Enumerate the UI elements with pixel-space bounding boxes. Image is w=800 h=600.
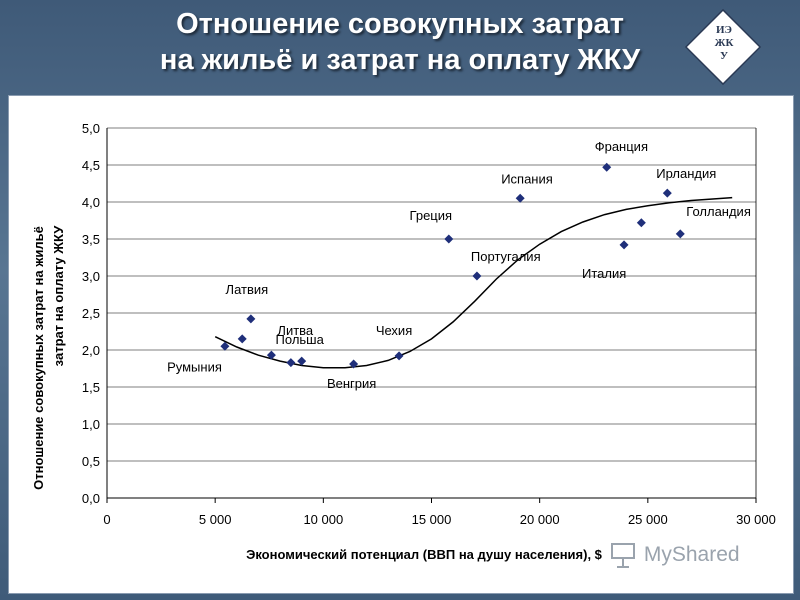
data-point bbox=[662, 188, 672, 198]
point-label: Испания bbox=[501, 171, 553, 186]
y-tick-label: 4,5 bbox=[82, 158, 100, 173]
data-point bbox=[675, 229, 685, 239]
data-point bbox=[636, 218, 646, 228]
data-point bbox=[266, 350, 276, 360]
x-tick-label: 15 000 bbox=[412, 512, 452, 527]
point-label: Италия bbox=[582, 266, 626, 281]
x-axis-title: Экономический потенциал (ВВП на душу нас… bbox=[246, 547, 603, 562]
data-point bbox=[515, 193, 525, 203]
y-tick-label: 5,0 bbox=[82, 121, 100, 136]
watermark-text: MyShared bbox=[643, 543, 740, 566]
point-label: Румыния bbox=[167, 359, 222, 374]
y-tick-label: 3,0 bbox=[82, 269, 100, 284]
data-point bbox=[444, 234, 454, 244]
logo-badge-line2: ЖК bbox=[714, 37, 734, 49]
logo-badge-line3: У bbox=[719, 50, 729, 62]
point-label: Венгрия bbox=[327, 376, 376, 391]
point-label: Ирландия bbox=[656, 166, 716, 181]
data-point bbox=[286, 358, 296, 368]
point-label: Португалия bbox=[471, 249, 541, 264]
point-label: Франция bbox=[595, 139, 648, 154]
x-tick-label: 30 000 bbox=[736, 512, 776, 527]
data-point bbox=[220, 341, 230, 351]
data-point bbox=[246, 314, 256, 324]
logo-badge: ИЭ ЖК У bbox=[684, 24, 764, 63]
y-tick-label: 1,0 bbox=[82, 417, 100, 432]
y-axis-title-line1: Отношение совокупных затрат на жильё bbox=[31, 226, 46, 490]
chart-panel: 0,0 0,5 1,0 1,5 2,0 2,5 3,0 3,5 4,0 4,5 5,0 0 5 000 1… bbox=[8, 95, 794, 594]
point-label: Латвия bbox=[226, 282, 269, 297]
y-tick-label: 0,0 bbox=[82, 491, 100, 506]
y-axis-title-line2: затрат на оплату ЖКУ bbox=[51, 225, 66, 367]
y-tick-label: 4,0 bbox=[82, 195, 100, 210]
data-point bbox=[619, 240, 629, 250]
x-tick-label: 10 000 bbox=[303, 512, 343, 527]
x-tick-label: 0 bbox=[103, 512, 110, 527]
presentation-board-icon bbox=[611, 543, 635, 568]
point-label: Польша bbox=[276, 332, 325, 347]
data-point bbox=[394, 351, 404, 361]
y-tick-label: 2,5 bbox=[82, 306, 100, 321]
x-tick-label: 5 000 bbox=[199, 512, 232, 527]
data-point bbox=[297, 356, 307, 366]
slide-title: Отношение совокупных затрат на жильё и з… bbox=[0, 6, 800, 78]
logo-diamond-icon bbox=[684, 8, 762, 86]
data-point bbox=[237, 334, 247, 344]
point-label: Литва bbox=[277, 323, 314, 338]
logo-badge-line1: ИЭ bbox=[715, 24, 733, 36]
data-point bbox=[349, 359, 359, 369]
x-tick-label: 20 000 bbox=[520, 512, 560, 527]
y-tick-label: 3,5 bbox=[82, 232, 100, 247]
y-tick-label: 2,0 bbox=[82, 343, 100, 358]
point-label: Голландия bbox=[686, 204, 751, 219]
y-tick-label: 1,5 bbox=[82, 380, 100, 395]
y-tick-label: 0,5 bbox=[82, 454, 100, 469]
scatter-chart: 0,0 0,5 1,0 1,5 2,0 2,5 3,0 3,5 4,0 4,5 5,0 0 5 000 1… bbox=[31, 121, 776, 562]
data-point bbox=[472, 271, 482, 281]
data-point bbox=[602, 162, 612, 172]
x-tick-label: 25 000 bbox=[628, 512, 668, 527]
slide-title-line1: Отношение совокупных затрат bbox=[176, 8, 624, 40]
watermark: MyShared bbox=[608, 540, 740, 574]
slide-title-line2: на жильё и затрат на оплату ЖКУ bbox=[159, 44, 641, 76]
point-label: Чехия bbox=[376, 323, 412, 338]
point-label: Греция bbox=[410, 208, 453, 223]
